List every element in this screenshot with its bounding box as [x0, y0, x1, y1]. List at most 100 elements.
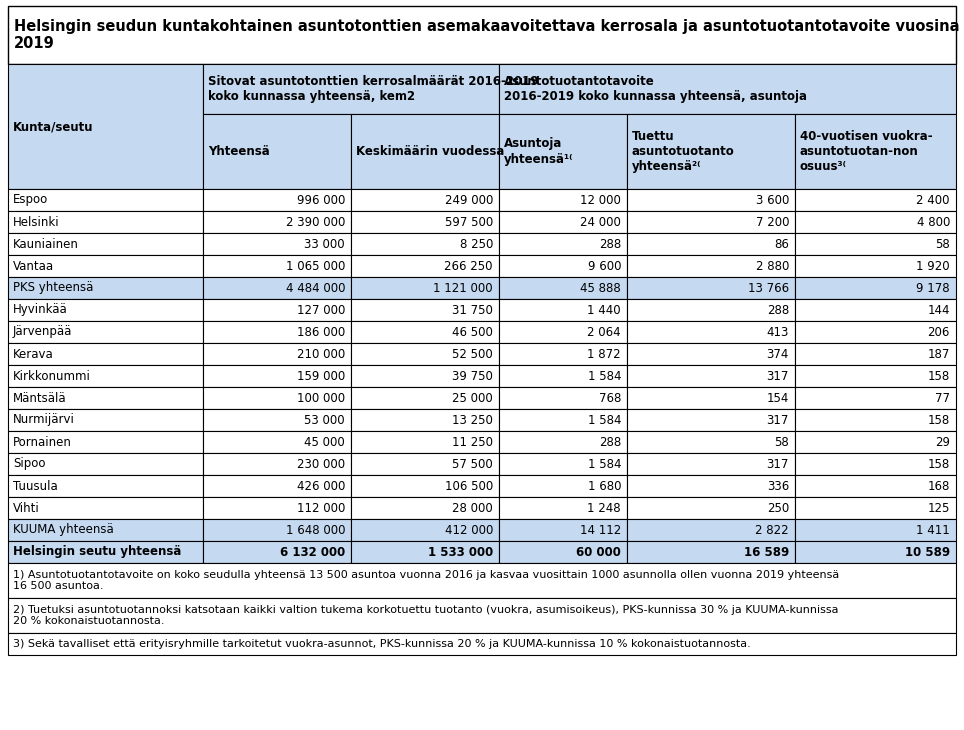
Bar — [499, 343, 627, 365]
Text: 1 584: 1 584 — [587, 413, 621, 426]
Text: 13 250: 13 250 — [452, 413, 493, 426]
Bar — [351, 343, 499, 365]
Text: 210 000: 210 000 — [297, 347, 345, 361]
Bar — [203, 211, 351, 233]
Text: PKS yhteensä: PKS yhteensä — [13, 282, 94, 294]
Text: Yhteensä: Yhteensä — [208, 145, 270, 158]
Text: 374: 374 — [766, 347, 789, 361]
Text: 86: 86 — [774, 237, 789, 250]
Text: 53 000: 53 000 — [305, 413, 345, 426]
Bar — [351, 321, 499, 343]
Text: 9 178: 9 178 — [917, 282, 950, 294]
Text: 768: 768 — [599, 391, 621, 404]
Bar — [8, 431, 203, 453]
Text: 168: 168 — [927, 480, 950, 493]
Text: 1) Asuntotuotantotavoite on koko seudulla yhteensä 13 500 asuntoa vuonna 2016 ja: 1) Asuntotuotantotavoite on koko seudull… — [13, 569, 840, 591]
Text: Espoo: Espoo — [13, 193, 48, 207]
Text: 2) Tuetuksi asuntotuotannoksi katsotaan kaikki valtion tukema korkotuettu tuotan: 2) Tuetuksi asuntotuotannoksi katsotaan … — [13, 604, 839, 626]
Text: 288: 288 — [599, 237, 621, 250]
Text: 230 000: 230 000 — [297, 458, 345, 471]
Bar — [203, 321, 351, 343]
Text: 250: 250 — [766, 502, 789, 515]
Text: 29: 29 — [935, 436, 950, 448]
Bar — [499, 541, 627, 563]
Text: 125: 125 — [927, 502, 950, 515]
Text: 100 000: 100 000 — [297, 391, 345, 404]
Text: Tuettu
asuntotuotanto
yhteensä²⁽: Tuettu asuntotuotanto yhteensä²⁽ — [632, 130, 735, 173]
Text: 2 064: 2 064 — [587, 326, 621, 339]
Bar — [795, 211, 956, 233]
Bar — [351, 409, 499, 431]
Bar — [8, 277, 203, 299]
Bar — [627, 541, 795, 563]
Text: 426 000: 426 000 — [297, 480, 345, 493]
Text: 187: 187 — [927, 347, 950, 361]
Text: Järvenpää: Järvenpää — [13, 326, 72, 339]
Bar — [499, 453, 627, 475]
Text: 25 000: 25 000 — [452, 391, 493, 404]
Bar — [627, 255, 795, 277]
Bar — [203, 475, 351, 497]
Text: 16 589: 16 589 — [744, 545, 789, 558]
Text: 14 112: 14 112 — [579, 523, 621, 537]
Bar — [795, 189, 956, 211]
Bar — [627, 343, 795, 365]
Bar — [351, 365, 499, 387]
Bar — [8, 409, 203, 431]
Bar — [203, 233, 351, 255]
Bar — [8, 321, 203, 343]
Bar — [499, 114, 627, 189]
Text: 77: 77 — [935, 391, 950, 404]
Text: Hyvinkää: Hyvinkää — [13, 304, 67, 317]
Text: 39 750: 39 750 — [452, 369, 493, 383]
Bar — [795, 497, 956, 519]
Text: 158: 158 — [927, 413, 950, 426]
Bar — [203, 365, 351, 387]
Bar — [499, 189, 627, 211]
Bar — [627, 387, 795, 409]
Bar — [8, 343, 203, 365]
Bar — [351, 255, 499, 277]
Bar — [499, 255, 627, 277]
Bar — [499, 497, 627, 519]
Text: 144: 144 — [927, 304, 950, 317]
Text: Tuusula: Tuusula — [13, 480, 58, 493]
Text: 317: 317 — [766, 413, 789, 426]
Text: 10 589: 10 589 — [905, 545, 950, 558]
Bar — [8, 387, 203, 409]
Bar — [203, 453, 351, 475]
Bar — [203, 519, 351, 541]
Bar — [499, 321, 627, 343]
Text: 1 065 000: 1 065 000 — [285, 259, 345, 272]
Bar — [627, 299, 795, 321]
Bar — [499, 431, 627, 453]
Bar — [627, 189, 795, 211]
Text: 154: 154 — [766, 391, 789, 404]
Bar — [8, 563, 956, 598]
Bar — [8, 475, 203, 497]
Bar — [499, 519, 627, 541]
Text: 288: 288 — [599, 436, 621, 448]
Text: 2 880: 2 880 — [756, 259, 789, 272]
Bar — [203, 114, 351, 189]
Text: 33 000: 33 000 — [305, 237, 345, 250]
Text: 1 411: 1 411 — [916, 523, 950, 537]
Bar — [627, 211, 795, 233]
Text: 45 888: 45 888 — [580, 282, 621, 294]
Bar — [203, 255, 351, 277]
Text: 1 872: 1 872 — [587, 347, 621, 361]
Bar — [795, 114, 956, 189]
Bar — [351, 211, 499, 233]
Bar — [499, 233, 627, 255]
Text: Keskimäärin vuodessa: Keskimäärin vuodessa — [356, 145, 504, 158]
Bar — [499, 299, 627, 321]
Bar — [8, 233, 203, 255]
Text: 112 000: 112 000 — [297, 502, 345, 515]
Bar — [795, 233, 956, 255]
Text: 159 000: 159 000 — [297, 369, 345, 383]
Bar — [8, 6, 956, 64]
Bar — [8, 541, 203, 563]
Text: Helsingin seutu yhteensä: Helsingin seutu yhteensä — [13, 545, 181, 558]
Bar — [795, 277, 956, 299]
Text: 4 484 000: 4 484 000 — [285, 282, 345, 294]
